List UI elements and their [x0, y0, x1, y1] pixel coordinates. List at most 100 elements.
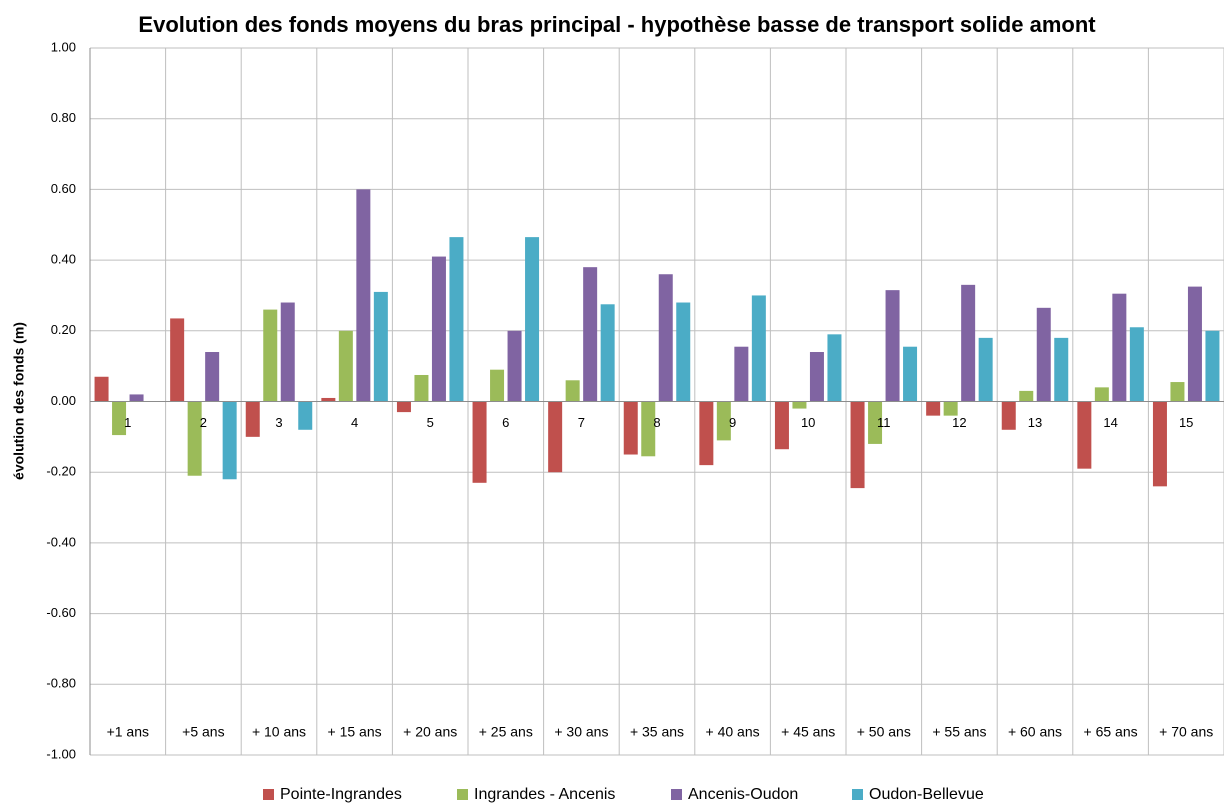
period-label: + 35 ans: [630, 724, 684, 740]
y-tick-label: -0.40: [46, 534, 76, 549]
bar: [222, 401, 237, 480]
bar: [338, 330, 353, 402]
y-tick-label: 0.00: [51, 393, 76, 408]
bar: [699, 401, 714, 466]
bar: [658, 274, 673, 402]
bar: [676, 302, 691, 402]
x-tick-label: 6: [502, 415, 509, 430]
period-label: + 65 ans: [1084, 724, 1138, 740]
bar: [961, 284, 976, 402]
bar: [298, 401, 313, 430]
x-tick-label: 7: [578, 415, 585, 430]
bar: [245, 401, 260, 437]
x-tick-label: 9: [729, 415, 736, 430]
x-tick-label: 13: [1028, 415, 1042, 430]
period-label: + 45 ans: [781, 724, 835, 740]
bar: [809, 352, 824, 402]
bar: [263, 309, 278, 402]
bar: [187, 401, 202, 476]
bar: [1077, 401, 1092, 469]
bar: [583, 267, 598, 402]
bar: [792, 401, 807, 409]
x-tick-label: 14: [1103, 415, 1117, 430]
bar: [926, 401, 941, 416]
period-label: + 40 ans: [706, 724, 760, 740]
bar: [507, 330, 522, 402]
x-tick-label: 2: [200, 415, 207, 430]
bar: [774, 401, 789, 450]
bar: [205, 352, 220, 402]
bar: [1129, 327, 1144, 402]
period-label: + 10 ans: [252, 724, 306, 740]
period-label: +5 ans: [182, 724, 224, 740]
bar: [978, 337, 993, 402]
bar: [600, 304, 615, 402]
y-tick-label: 0.20: [51, 322, 76, 337]
bar: [734, 346, 749, 402]
bar: [1170, 382, 1185, 402]
period-label: + 70 ans: [1159, 724, 1213, 740]
legend-label: Ingrandes - Ancenis: [474, 786, 615, 803]
bar: [414, 374, 429, 402]
legend-swatch: [457, 789, 468, 800]
bar: [321, 397, 336, 402]
period-label: +1 ans: [107, 724, 149, 740]
legend-label: Ancenis-Oudon: [688, 786, 798, 803]
chart-title: Evolution des fonds moyens du bras princ…: [138, 12, 1096, 37]
bar: [280, 302, 295, 402]
y-tick-label: -0.20: [46, 464, 76, 479]
x-tick-label: 15: [1179, 415, 1193, 430]
bar: [548, 401, 563, 473]
x-tick-label: 3: [275, 415, 282, 430]
y-tick-label: 1.00: [51, 39, 76, 54]
bar: [356, 189, 371, 402]
y-tick-label: 0.60: [51, 181, 76, 196]
bar: [1187, 286, 1202, 402]
bar: [129, 394, 144, 402]
period-label: + 25 ans: [479, 724, 533, 740]
x-tick-label: 5: [427, 415, 434, 430]
period-label: + 30 ans: [554, 724, 608, 740]
bar: [751, 295, 766, 402]
bar: [623, 401, 638, 455]
period-label: + 15 ans: [328, 724, 382, 740]
bar: [903, 346, 918, 402]
bar: [885, 290, 900, 402]
bar: [112, 401, 127, 436]
bar: [716, 401, 731, 441]
bar: [490, 369, 505, 402]
bar: [472, 401, 487, 483]
x-tick-label: 4: [351, 415, 358, 430]
bar: [449, 237, 464, 402]
y-axis-label: évolution des fonds (m): [11, 322, 27, 480]
legend-swatch: [852, 789, 863, 800]
bar: [1054, 337, 1069, 402]
period-label: + 55 ans: [932, 724, 986, 740]
y-tick-label: 0.80: [51, 110, 76, 125]
y-tick-label: -1.00: [46, 746, 76, 761]
bar: [1205, 330, 1220, 402]
bar: [565, 380, 580, 402]
bar: [431, 256, 446, 402]
bar: [1152, 401, 1167, 487]
bar: [1112, 293, 1127, 402]
bar: [170, 318, 185, 402]
bar: [525, 237, 540, 402]
x-tick-label: 11: [877, 415, 891, 430]
bar: [1094, 387, 1109, 402]
y-tick-label: 0.40: [51, 252, 76, 267]
bar: [396, 401, 411, 413]
x-tick-label: 8: [653, 415, 660, 430]
bar: [1036, 307, 1051, 402]
bar: [850, 401, 865, 489]
bar: [1019, 390, 1034, 402]
y-tick-label: -0.60: [46, 605, 76, 620]
legend-swatch: [671, 789, 682, 800]
bar: [943, 401, 958, 416]
period-label: + 20 ans: [403, 724, 457, 740]
bar: [827, 334, 842, 402]
y-tick-label: -0.80: [46, 676, 76, 691]
period-label: + 50 ans: [857, 724, 911, 740]
legend-label: Pointe-Ingrandes: [280, 786, 402, 803]
